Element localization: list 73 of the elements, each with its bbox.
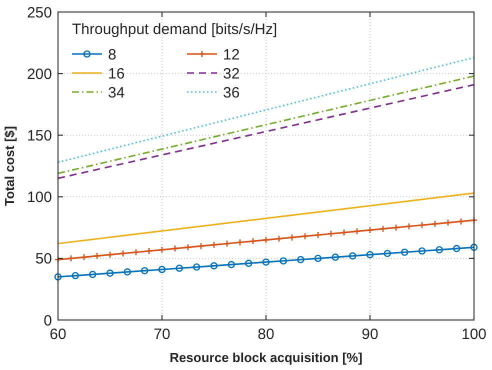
y-tick-label: 250 (26, 4, 52, 22)
point (418, 221, 426, 229)
point (210, 241, 218, 248)
point (444, 219, 452, 226)
point (452, 244, 460, 252)
point (405, 222, 413, 230)
point (340, 228, 348, 236)
point (280, 257, 288, 265)
point (228, 260, 236, 268)
point (296, 256, 304, 264)
legend-label: 34 (108, 84, 125, 102)
point (418, 247, 426, 255)
point (223, 240, 231, 248)
point (80, 254, 88, 261)
x-tick-label: 80 (258, 326, 274, 343)
legend-label: 8 (108, 46, 116, 64)
point (106, 251, 114, 258)
point (314, 231, 322, 239)
legend-label: 36 (223, 84, 240, 102)
point (314, 254, 322, 262)
point (262, 236, 270, 244)
legend-title: Throughput demand [bits/s/Hz] (72, 21, 278, 38)
point (236, 238, 244, 246)
point (470, 244, 478, 251)
point (192, 263, 200, 271)
point (132, 248, 140, 256)
legend-label: 32 (223, 65, 240, 82)
point (384, 250, 392, 258)
point (158, 266, 166, 274)
point (197, 242, 205, 250)
point (88, 270, 96, 278)
point (379, 225, 387, 232)
point (366, 251, 374, 258)
y-tick-label: 0 (44, 312, 52, 330)
point (436, 246, 444, 254)
point (140, 267, 148, 274)
point (176, 264, 184, 272)
point (106, 270, 114, 277)
point (54, 273, 62, 281)
point (119, 250, 127, 258)
y-tick-label: 50 (35, 250, 52, 268)
point (332, 254, 340, 261)
point (171, 244, 179, 252)
y-tick-label: 100 (26, 189, 52, 206)
point (72, 272, 80, 280)
x-tick-label: 90 (362, 326, 378, 343)
point (348, 252, 356, 260)
point (301, 232, 309, 240)
x-tick-label: 70 (154, 326, 170, 343)
x-tick-label: 100 (461, 326, 487, 343)
y-tick-label: 150 (26, 127, 52, 144)
point (249, 238, 257, 245)
point (210, 262, 218, 270)
point (288, 234, 296, 242)
y-tick-label: 200 (26, 66, 52, 83)
legend-label: 12 (223, 46, 240, 64)
point (366, 226, 374, 234)
point (145, 247, 153, 255)
point (353, 228, 361, 235)
point (244, 260, 252, 267)
point (93, 252, 101, 260)
point (124, 268, 132, 276)
point (262, 258, 270, 266)
point (158, 246, 166, 254)
legend-label: 16 (108, 65, 125, 82)
x-tick-label: 60 (50, 326, 66, 343)
x-axis-title: Resource block acquisition [%] (170, 350, 362, 365)
point (327, 230, 335, 238)
point (275, 235, 283, 242)
point (457, 218, 465, 226)
point (400, 248, 408, 256)
point (184, 244, 192, 251)
y-axis-title: Total cost [$] (2, 126, 17, 206)
